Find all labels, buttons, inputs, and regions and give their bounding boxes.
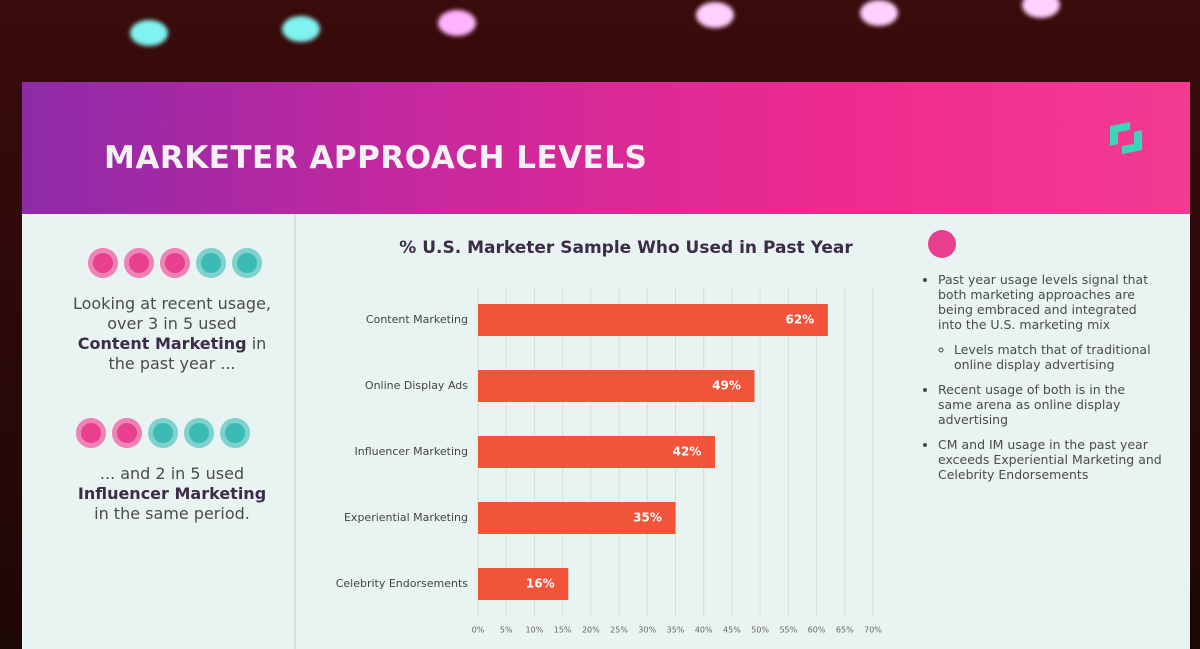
x-tick-label: 50% (751, 626, 769, 635)
sub-bullet: Levels match that of traditional online … (954, 342, 1162, 372)
person-icon (196, 248, 226, 278)
slide: MARKETER APPROACH LEVELS Looking at rece… (22, 82, 1190, 649)
person-icon (184, 418, 214, 448)
stage-light (860, 0, 898, 26)
y-tick-label: Content Marketing (366, 313, 468, 326)
x-tick-label: 25% (610, 626, 628, 635)
person-icon (148, 418, 178, 448)
bar (478, 370, 755, 402)
slide-title: MARKETER APPROACH LEVELS (104, 140, 648, 176)
x-tick-label: 0% (472, 626, 485, 635)
bullet-list: Past year usage levels signal that both … (922, 272, 1162, 482)
person-icon (88, 248, 118, 278)
value-label: 16% (526, 577, 555, 591)
person-icon (220, 418, 250, 448)
logo (1110, 122, 1142, 154)
bar (478, 568, 569, 600)
person-icon (112, 418, 142, 448)
x-tick-label: 45% (723, 626, 741, 635)
chart-title: % U.S. Marketer Sample Who Used in Past … (399, 238, 853, 258)
blurb: ... and 2 in 5 used Influencer Marketing… (72, 464, 272, 524)
x-tick-label: 20% (582, 626, 600, 635)
y-tick-label: Celebrity Endorsements (336, 577, 469, 590)
x-tick-label: 10% (526, 626, 544, 635)
bullet: CM and IM usage in the past year exceeds… (938, 437, 1162, 482)
x-tick-label: 60% (808, 626, 826, 635)
stage-light (1022, 0, 1060, 18)
x-tick-label: 30% (638, 626, 656, 635)
bar (478, 436, 715, 468)
value-label: 49% (712, 379, 741, 393)
text: in the same period. (94, 504, 250, 523)
blurb: Looking at recent usage, over 3 in 5 use… (72, 294, 272, 374)
icon-row (76, 418, 250, 448)
x-tick-label: 65% (836, 626, 854, 635)
y-tick-label: Experiential Marketing (344, 511, 468, 524)
bullet: Recent usage of both is in the same aren… (938, 382, 1162, 427)
x-tick-label: 70% (864, 626, 882, 635)
stage-light (130, 20, 168, 46)
value-label: 35% (633, 511, 662, 525)
x-tick-label: 15% (554, 626, 572, 635)
x-tick-label: 55% (779, 626, 797, 635)
person-icon (160, 248, 190, 278)
stage-light (438, 10, 476, 36)
person-icon (124, 248, 154, 278)
chart: % U.S. Marketer Sample Who Used in Past … (336, 238, 883, 635)
bullet-text: Past year usage levels signal that both … (938, 272, 1149, 332)
text: Looking at recent usage, over 3 in 5 use… (72, 294, 272, 333)
badge-icon (928, 230, 956, 258)
emphasis: Content Marketing (77, 334, 247, 353)
y-tick-label: Influencer Marketing (354, 445, 468, 458)
bar (478, 502, 676, 534)
stage-light (282, 16, 320, 42)
bullet: Past year usage levels signal that both … (938, 272, 1162, 372)
sub-bullet-list: Levels match that of traditional online … (938, 342, 1162, 372)
x-tick-label: 5% (500, 626, 513, 635)
person-icon (76, 418, 106, 448)
x-tick-label: 40% (695, 626, 713, 635)
value-label: 42% (673, 445, 702, 459)
value-label: 62% (785, 313, 814, 327)
y-tick-label: Online Display Ads (365, 379, 468, 392)
slide-header: MARKETER APPROACH LEVELS (22, 82, 1190, 214)
x-tick-label: 35% (667, 626, 685, 635)
stage-light (696, 2, 734, 28)
right-panel: Past year usage levels signal that both … (922, 230, 1162, 492)
text: ... and 2 in 5 used (99, 464, 245, 483)
icon-row (88, 248, 262, 278)
text: in the past year ... (108, 334, 267, 373)
emphasis: Influencer Marketing (77, 484, 267, 503)
bar (478, 304, 828, 336)
person-icon (232, 248, 262, 278)
left-panel: Looking at recent usage, over 3 in 5 use… (22, 214, 296, 649)
